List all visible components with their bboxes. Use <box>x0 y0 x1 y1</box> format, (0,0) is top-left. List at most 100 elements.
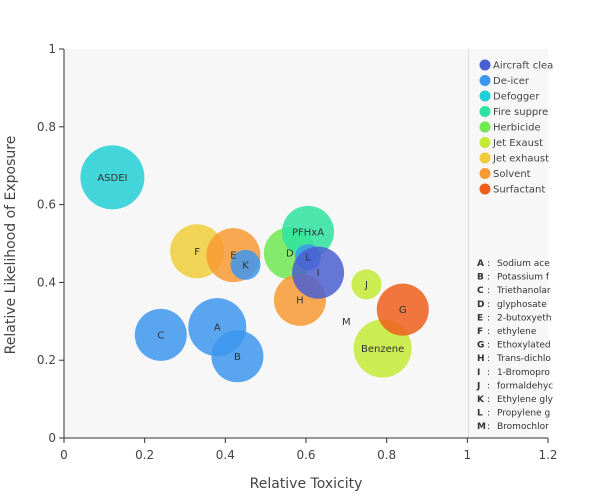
y-axis-title: Relative Likelihood of Exposure <box>3 136 19 355</box>
y-tick-label: 1 <box>48 42 56 56</box>
legend-item[interactable]: Solvent <box>480 168 531 180</box>
x-tick-label: 1 <box>464 448 472 462</box>
key-colon: : <box>487 354 490 364</box>
bubble-label: I <box>317 268 320 279</box>
bubble-label: ASDEI <box>97 173 127 184</box>
legend-marker <box>480 137 491 148</box>
y-tick-label: 0.8 <box>37 120 56 134</box>
key-id: J <box>476 381 480 391</box>
bubble-label: C <box>157 330 164 341</box>
bubble-label: D <box>286 249 294 260</box>
key-text: Propylene g <box>497 409 550 419</box>
x-tick-label: 0 <box>60 448 68 462</box>
x-tick-label: 0.2 <box>135 448 154 462</box>
legend-label: Fire suppre <box>493 107 548 118</box>
bubble-label: B <box>234 352 241 363</box>
key-id: K <box>477 395 485 405</box>
key-colon: : <box>487 313 490 323</box>
key-colon: : <box>487 368 490 378</box>
key-id: M <box>477 422 486 432</box>
key-text: Trans-dichlo <box>496 354 551 364</box>
legend-marker <box>480 106 491 117</box>
y-tick-label: 0.2 <box>37 353 56 367</box>
key-item: B: Potassium f <box>477 273 550 283</box>
key-colon: : <box>487 327 490 337</box>
key-item: L: Propylene g <box>477 409 550 419</box>
legend-label: Aircraft clea <box>493 61 553 72</box>
key-item: K: Ethylene gly <box>477 395 554 405</box>
bubble-label: G <box>399 305 407 316</box>
key-id: C <box>477 286 484 296</box>
key-item: D: glyphosate <box>477 300 547 310</box>
legend-marker <box>480 91 491 102</box>
y-tick-label: 0 <box>48 431 56 445</box>
legend-label: Surfactant <box>493 185 545 196</box>
key-colon: : <box>487 341 490 351</box>
key-colon: : <box>487 395 490 405</box>
key-item: G: Ethoxylated <box>477 341 551 351</box>
key-item: C: Triethanolar <box>477 286 551 296</box>
key-text: ethylene <box>497 327 537 337</box>
legend-marker <box>480 153 491 164</box>
y-tick-label: 0.4 <box>37 275 56 289</box>
key-colon: : <box>487 422 490 432</box>
key-text: glyphosate <box>497 300 547 310</box>
key-id: H <box>477 354 485 364</box>
key-id: L <box>477 409 483 419</box>
bubble-label: L <box>305 253 311 264</box>
key-item: A: Sodium ace <box>477 259 550 269</box>
key-item: E:2-butoxyeth <box>477 313 552 323</box>
bubble-label: M <box>342 317 351 328</box>
key-colon: : <box>487 300 490 310</box>
key-colon: : <box>487 381 490 391</box>
x-tick-label: 0.6 <box>296 448 315 462</box>
legend-label: Jet exhaust <box>492 154 549 165</box>
key-id: G <box>477 341 484 351</box>
legend-marker <box>480 60 491 71</box>
legend-label: De-icer <box>493 76 530 87</box>
key-colon: : <box>487 273 490 283</box>
key-id: B <box>477 273 484 283</box>
key-item: I:1-Bromopro <box>477 368 550 378</box>
key-id: D <box>477 300 484 310</box>
legend-label: Jet Exaust <box>492 138 543 149</box>
legend-marker <box>480 168 491 179</box>
x-tick-label: 0.4 <box>216 448 235 462</box>
key-text: 1-Bromopro <box>497 368 550 378</box>
x-tick-label: 0.8 <box>377 448 396 462</box>
bubble-label: K <box>242 260 249 271</box>
bubble-label: E <box>230 251 236 262</box>
legend-label: Herbicide <box>493 123 541 134</box>
bubble-label: PFHxA <box>292 227 324 238</box>
key-item: H: Trans-dichlo <box>477 354 551 364</box>
bubble-label: J <box>364 280 368 291</box>
key-text: formaldehyc <box>497 381 553 391</box>
bubble-label: Benzene <box>361 344 404 355</box>
legend-marker <box>480 75 491 86</box>
key-item: M: Bromochlor <box>477 422 549 432</box>
key-item: J: formaldehyc <box>476 381 553 391</box>
legend-item[interactable]: De-icer <box>480 75 530 87</box>
key-text: Ethoxylated <box>497 341 551 351</box>
x-tick-label: 1.2 <box>538 448 557 462</box>
key-colon: : <box>487 286 490 296</box>
x-axis-title: Relative Toxicity <box>250 476 363 492</box>
key-id: I <box>477 368 480 378</box>
key-id: E <box>477 313 483 323</box>
y-tick-label: 0.6 <box>37 198 56 212</box>
legend-label: Solvent <box>493 169 531 180</box>
legend-marker <box>480 122 491 133</box>
key-colon: : <box>487 409 490 419</box>
key-id: A <box>477 259 484 269</box>
key-text: Sodium ace <box>497 259 550 269</box>
bubble-label: F <box>194 247 200 258</box>
key-text: 2-butoxyeth <box>497 313 552 323</box>
key-text: Ethylene gly <box>497 395 554 405</box>
key-id: F <box>477 327 483 337</box>
key-text: Bromochlor <box>497 422 549 432</box>
legend-marker <box>480 184 491 195</box>
key-text: Potassium f <box>497 273 550 283</box>
legend-label: Defogger <box>493 92 540 103</box>
bubble-label: H <box>296 295 304 306</box>
